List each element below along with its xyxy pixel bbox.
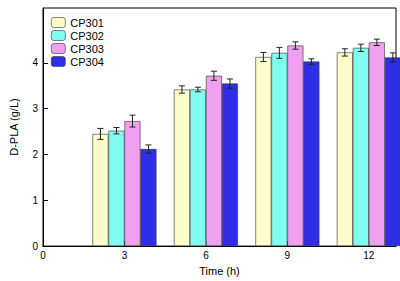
- svg-text:2: 2: [32, 149, 38, 160]
- svg-text:0: 0: [40, 250, 46, 261]
- svg-text:0: 0: [32, 241, 38, 252]
- svg-text:CP301: CP301: [70, 17, 104, 29]
- svg-text:CP304: CP304: [70, 56, 104, 68]
- svg-text:1: 1: [32, 195, 38, 206]
- svg-text:CP303: CP303: [70, 43, 104, 55]
- svg-text:4: 4: [32, 57, 38, 68]
- svg-text:6: 6: [203, 250, 209, 261]
- svg-text:12: 12: [363, 250, 375, 261]
- svg-text:CP302: CP302: [70, 30, 104, 42]
- svg-text:3: 3: [32, 103, 38, 114]
- svg-text:3: 3: [122, 250, 128, 261]
- svg-text:Time (h): Time (h): [199, 265, 240, 277]
- svg-text:D-PLA (g/L): D-PLA (g/L): [8, 98, 20, 155]
- svg-text:9: 9: [285, 250, 291, 261]
